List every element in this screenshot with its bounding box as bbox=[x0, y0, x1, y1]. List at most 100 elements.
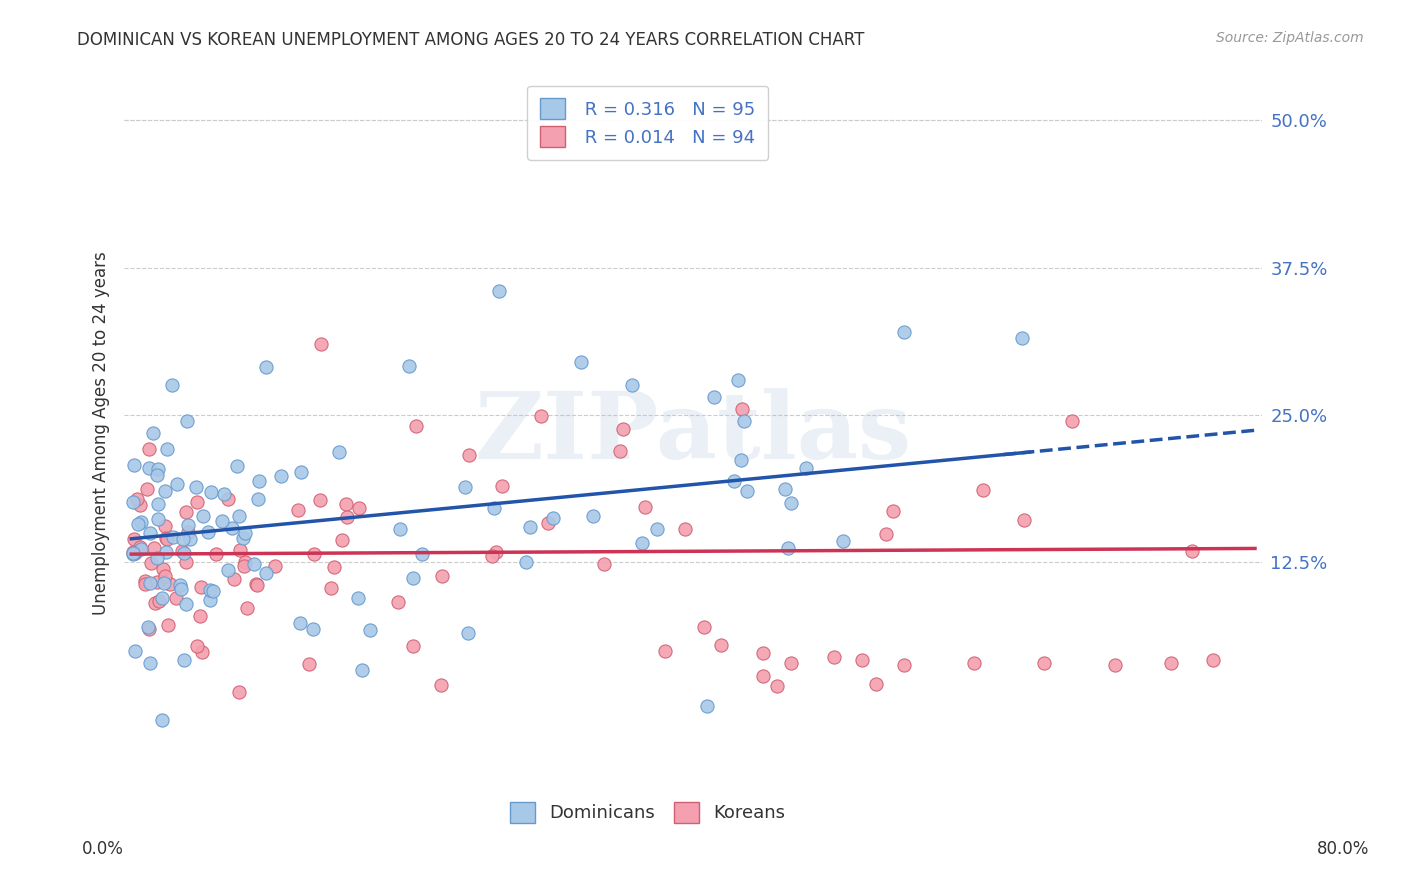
Point bbox=[308, 493, 330, 508]
Point bbox=[122, 494, 145, 508]
Point bbox=[612, 422, 634, 436]
Point bbox=[401, 571, 423, 585]
Point bbox=[153, 518, 176, 533]
Point bbox=[336, 510, 359, 524]
Point bbox=[217, 563, 239, 577]
Point bbox=[723, 474, 745, 488]
Point bbox=[309, 337, 332, 351]
Point bbox=[177, 518, 200, 533]
Point bbox=[735, 483, 758, 498]
Point bbox=[693, 620, 716, 634]
Point bbox=[146, 575, 169, 590]
Point bbox=[411, 547, 433, 561]
Point bbox=[537, 516, 560, 530]
Point bbox=[186, 495, 208, 509]
Text: 0.0%: 0.0% bbox=[82, 840, 124, 858]
Point bbox=[673, 522, 696, 536]
Point bbox=[129, 540, 152, 554]
Point bbox=[138, 442, 160, 456]
Point bbox=[485, 545, 508, 559]
Point bbox=[122, 546, 145, 560]
Point bbox=[200, 593, 222, 607]
Point bbox=[186, 640, 208, 654]
Point bbox=[138, 461, 160, 475]
Point bbox=[233, 555, 256, 569]
Point bbox=[190, 580, 212, 594]
Point bbox=[245, 577, 267, 591]
Point bbox=[1202, 653, 1225, 667]
Point bbox=[176, 414, 198, 428]
Point bbox=[173, 653, 195, 667]
Point bbox=[165, 591, 187, 606]
Point bbox=[254, 566, 277, 580]
Point bbox=[156, 442, 179, 456]
Point bbox=[233, 526, 256, 541]
Point bbox=[152, 562, 174, 576]
Point bbox=[727, 373, 749, 387]
Point bbox=[122, 547, 145, 561]
Point bbox=[254, 360, 277, 375]
Point bbox=[228, 685, 250, 699]
Point bbox=[290, 465, 312, 479]
Point bbox=[710, 638, 733, 652]
Point bbox=[162, 530, 184, 544]
Point bbox=[174, 505, 197, 519]
Point bbox=[153, 569, 176, 583]
Point bbox=[148, 497, 170, 511]
Point bbox=[205, 547, 228, 561]
Point bbox=[174, 555, 197, 569]
Point bbox=[246, 492, 269, 507]
Point bbox=[138, 622, 160, 636]
Point bbox=[832, 534, 855, 549]
Point bbox=[752, 669, 775, 683]
Point bbox=[121, 545, 143, 559]
Point bbox=[214, 487, 236, 501]
Point bbox=[851, 653, 873, 667]
Point bbox=[124, 546, 146, 560]
Point bbox=[387, 594, 409, 608]
Point bbox=[530, 409, 553, 424]
Point bbox=[174, 597, 197, 611]
Point bbox=[823, 649, 845, 664]
Point bbox=[129, 498, 152, 512]
Y-axis label: Unemployment Among Ages 20 to 24 years: Unemployment Among Ages 20 to 24 years bbox=[93, 251, 110, 615]
Point bbox=[131, 542, 153, 557]
Point bbox=[319, 582, 342, 596]
Point bbox=[148, 594, 170, 608]
Point bbox=[170, 543, 193, 558]
Point bbox=[429, 678, 451, 692]
Point bbox=[264, 559, 287, 574]
Point bbox=[893, 326, 915, 340]
Point bbox=[882, 504, 904, 518]
Point bbox=[134, 574, 156, 588]
Point bbox=[1181, 543, 1204, 558]
Point bbox=[124, 532, 146, 546]
Point bbox=[301, 622, 323, 636]
Point bbox=[247, 474, 270, 488]
Point bbox=[198, 583, 221, 598]
Point bbox=[775, 483, 797, 497]
Point bbox=[457, 626, 479, 640]
Point bbox=[287, 503, 309, 517]
Point bbox=[169, 577, 191, 591]
Point bbox=[609, 443, 631, 458]
Point bbox=[170, 582, 193, 596]
Point bbox=[647, 522, 669, 536]
Point bbox=[188, 609, 211, 624]
Point bbox=[139, 525, 162, 540]
Point bbox=[125, 491, 148, 506]
Point bbox=[172, 533, 194, 547]
Point bbox=[328, 444, 350, 458]
Point bbox=[481, 549, 503, 563]
Point bbox=[179, 532, 201, 546]
Point bbox=[630, 536, 652, 550]
Text: Source: ZipAtlas.com: Source: ZipAtlas.com bbox=[1216, 31, 1364, 45]
Point bbox=[347, 500, 370, 515]
Point bbox=[139, 575, 162, 590]
Point bbox=[124, 644, 146, 658]
Point bbox=[581, 508, 603, 523]
Point bbox=[347, 591, 370, 605]
Point bbox=[235, 600, 257, 615]
Point bbox=[142, 425, 165, 440]
Point bbox=[173, 546, 195, 560]
